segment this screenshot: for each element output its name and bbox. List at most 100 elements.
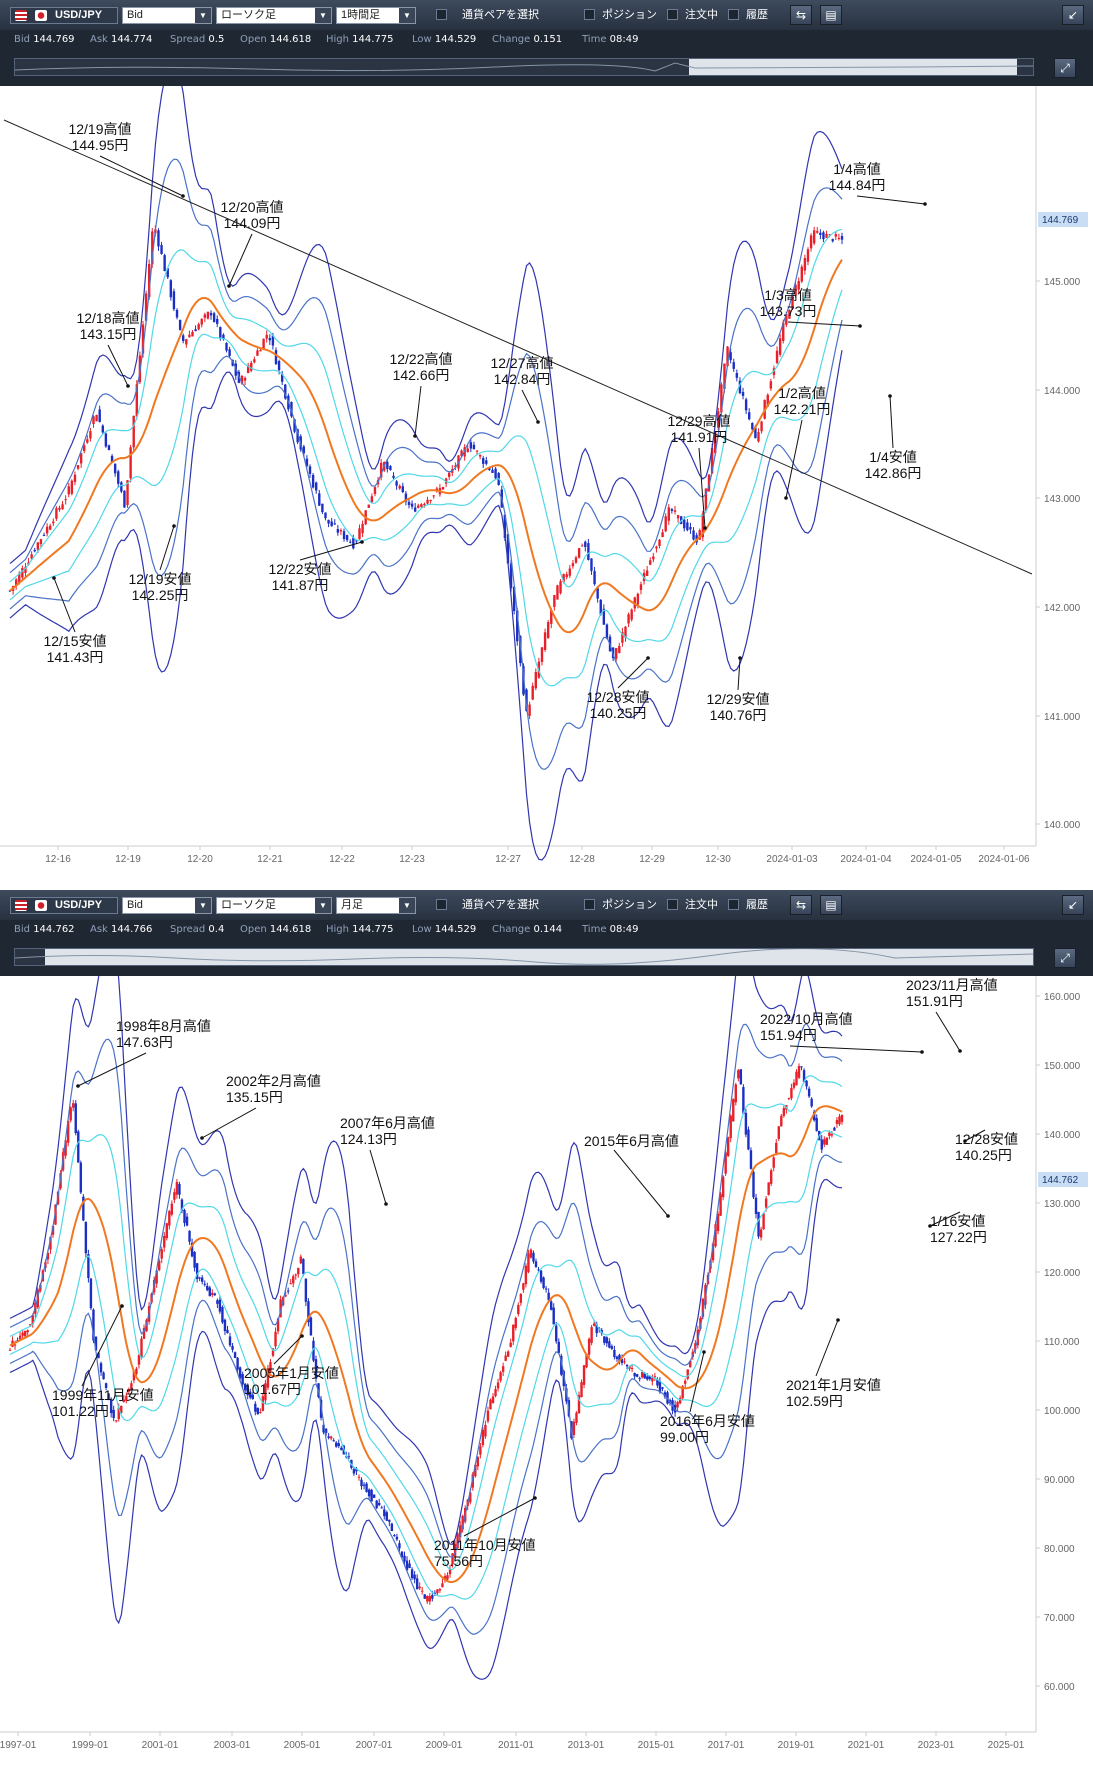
band-upper-2sigma xyxy=(9,1022,843,1558)
navigator-track[interactable] xyxy=(14,58,1034,76)
candle-body xyxy=(294,1274,297,1276)
y-tick-label: 60.000 xyxy=(1044,1682,1075,1693)
candle-body xyxy=(355,1468,358,1472)
currency-pair-select[interactable]: USD/JPY xyxy=(10,897,118,914)
annotation-label: 2021年1月安値 xyxy=(786,1377,881,1393)
candle-body xyxy=(486,1410,490,1422)
candle-body xyxy=(261,1396,265,1411)
position-label: ポジション xyxy=(602,8,657,21)
annotation-arrowhead xyxy=(120,1304,124,1308)
annotation-label: 12/22高値 xyxy=(389,351,452,367)
candle-body xyxy=(370,1489,373,1502)
window-button[interactable]: ▤ xyxy=(820,5,842,25)
jp-flag-icon xyxy=(35,10,47,21)
annotation-price: 141.43円 xyxy=(47,649,104,665)
annotation-label: 2015年6月高値 xyxy=(584,1133,679,1149)
candle-body xyxy=(676,1402,679,1408)
collapse-button[interactable]: ↙ xyxy=(1062,5,1084,25)
refresh-button[interactable]: ⇆ xyxy=(790,895,812,915)
window-button[interactable]: ▤ xyxy=(820,895,842,915)
history-checkbox[interactable] xyxy=(728,9,739,20)
candle-body xyxy=(110,455,114,462)
annotation-arrowhead xyxy=(536,420,540,424)
candle-body xyxy=(432,495,435,497)
order-checkbox[interactable] xyxy=(667,899,678,910)
annotation-arrowhead xyxy=(888,394,892,398)
chart-type-select[interactable]: ローソク足 ▼ xyxy=(216,897,332,914)
chart-type-select[interactable]: ローソク足 ▼ xyxy=(216,7,332,24)
collapse-button[interactable]: ↙ xyxy=(1062,895,1084,915)
candle-body xyxy=(286,1290,290,1292)
candle-body xyxy=(565,574,568,578)
refresh-button[interactable]: ⇆ xyxy=(790,5,812,25)
period-select[interactable]: 月足 ▼ xyxy=(336,897,416,914)
candle-body xyxy=(802,1070,806,1082)
candle-body xyxy=(304,1278,308,1302)
x-tick-label: 2005-01 xyxy=(284,1740,321,1751)
candle-body xyxy=(528,704,531,716)
candle-body xyxy=(212,313,216,322)
candle-body xyxy=(484,1424,487,1437)
chevron-down-icon: ▼ xyxy=(399,898,415,913)
currency-pair-select[interactable]: USD/JPY xyxy=(10,7,118,24)
candle-body xyxy=(413,507,417,512)
price-type-select[interactable]: Bid ▼ xyxy=(122,897,212,914)
history-checkbox[interactable] xyxy=(728,899,739,910)
candle-body xyxy=(102,1372,105,1380)
candle-body xyxy=(584,541,587,547)
candle-body xyxy=(686,1369,689,1379)
candle-body xyxy=(398,1543,401,1549)
hourly-candlestick-chart: 145.000 144.000 143.000 142.000 141.000 140.0… xyxy=(0,62,1088,865)
candle-body xyxy=(218,1299,222,1312)
annotation-arrow xyxy=(369,1149,387,1205)
candle-body xyxy=(692,530,695,540)
candle-body xyxy=(620,1359,624,1364)
candle-body xyxy=(441,1583,444,1588)
annotation-arrowhead xyxy=(181,194,185,198)
candle-body xyxy=(587,1338,591,1355)
position-checkbox[interactable] xyxy=(584,9,595,20)
current-price-tag xyxy=(1038,212,1088,227)
candle-body xyxy=(352,1469,356,1474)
candle-body xyxy=(451,1553,454,1565)
candle-body xyxy=(361,523,364,534)
candle-body xyxy=(8,590,12,592)
candle-body xyxy=(661,532,664,538)
candle-body xyxy=(534,1261,538,1267)
candle-body xyxy=(667,507,670,521)
ask-label: Ask xyxy=(90,924,108,935)
candle-body xyxy=(723,363,726,389)
candle-body xyxy=(375,1500,378,1509)
order-checkbox[interactable] xyxy=(667,9,678,20)
candle-body xyxy=(104,433,108,447)
candle-body xyxy=(820,1139,823,1150)
zoom-button[interactable]: ⤢ xyxy=(1054,948,1076,968)
annotation-label: 2002年2月高値 xyxy=(226,1073,321,1089)
candle-body xyxy=(410,1569,414,1579)
candle-body xyxy=(519,1293,523,1303)
current-price-label: 144.769 xyxy=(1042,215,1079,226)
navigator-track[interactable] xyxy=(14,948,1034,966)
zoom-button[interactable]: ⤢ xyxy=(1054,58,1076,78)
y-tick-label: 80.000 xyxy=(1044,1544,1075,1555)
current-price-tag xyxy=(1038,1172,1088,1187)
annotation-price: 75.56円 xyxy=(434,1553,483,1569)
period-select[interactable]: 1時間足 ▼ xyxy=(336,7,416,24)
position-checkbox[interactable] xyxy=(584,899,595,910)
candle-body xyxy=(107,1393,110,1400)
candle-body xyxy=(168,1211,171,1226)
candle-body xyxy=(213,1293,217,1296)
candle-body xyxy=(689,526,692,530)
chevron-down-icon: ▼ xyxy=(315,898,331,913)
select-pair-label: 通貨ペアを選択 xyxy=(462,8,539,21)
annotation-arrow xyxy=(789,1045,923,1053)
select-pair-checkbox[interactable] xyxy=(436,899,447,910)
select-pair-checkbox[interactable] xyxy=(436,9,447,20)
candle-body xyxy=(392,475,395,478)
candle-body xyxy=(200,1277,204,1282)
candle-body xyxy=(194,329,197,332)
candle-body xyxy=(259,1412,262,1414)
candle-body xyxy=(689,1360,692,1368)
price-type-select[interactable]: Bid ▼ xyxy=(122,7,212,24)
candle-body xyxy=(122,1399,125,1403)
